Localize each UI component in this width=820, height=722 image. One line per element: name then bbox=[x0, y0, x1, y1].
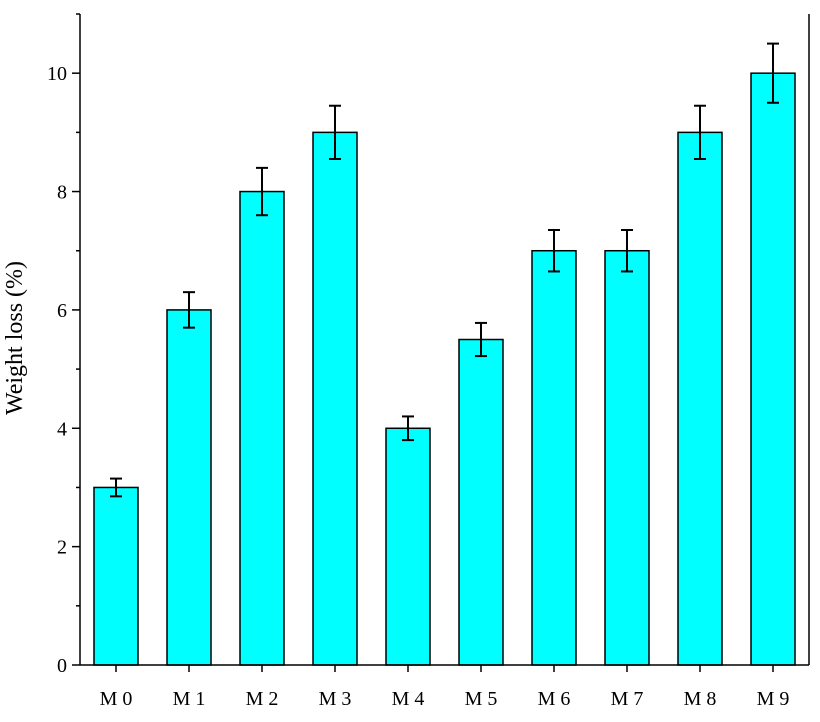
x-tick-label: M 2 bbox=[246, 688, 279, 710]
error-bar bbox=[475, 321, 487, 358]
y-tick-label: 0 bbox=[57, 655, 67, 677]
error-bar bbox=[767, 42, 779, 104]
bar-m3 bbox=[312, 131, 358, 666]
error-bar bbox=[329, 104, 341, 160]
x-tick-label: M 4 bbox=[392, 688, 425, 710]
bar-m4 bbox=[385, 427, 431, 666]
x-tick-label: M 7 bbox=[611, 688, 644, 710]
error-bars-layer bbox=[110, 42, 779, 498]
error-bar bbox=[183, 291, 195, 329]
y-tick-label: 8 bbox=[57, 182, 67, 204]
bar-m6 bbox=[531, 249, 577, 666]
y-tick-label: 10 bbox=[47, 63, 67, 85]
x-tick-label: M 3 bbox=[319, 688, 352, 710]
error-bar bbox=[110, 477, 122, 498]
bar-m1 bbox=[166, 309, 212, 666]
error-bar bbox=[548, 229, 560, 273]
error-bar bbox=[621, 229, 633, 273]
bar-m9 bbox=[750, 72, 796, 666]
error-bar bbox=[694, 104, 706, 160]
bars-layer bbox=[93, 72, 796, 666]
x-tick-label: M 6 bbox=[538, 688, 571, 710]
bar-m2 bbox=[239, 190, 285, 666]
y-tick-label: 2 bbox=[57, 537, 67, 559]
x-tick-label: M 5 bbox=[465, 688, 498, 710]
x-tick-label: M 1 bbox=[173, 688, 206, 710]
bar-m8 bbox=[677, 131, 723, 666]
x-tick-label: M 0 bbox=[100, 688, 133, 710]
y-axis-title: Weight loss (%) bbox=[2, 261, 28, 415]
bar-m0 bbox=[93, 486, 139, 666]
axes-layer: M 0 M 1 M 2 M 3 M 4 M 5 M 6 M 7 M 8 M 9 0 2 4 6 8 10 bbox=[47, 13, 810, 710]
y-tick-label: 4 bbox=[57, 418, 67, 440]
error-bar bbox=[256, 166, 268, 217]
bar-m7 bbox=[604, 249, 650, 666]
x-tick-label: M 9 bbox=[757, 688, 790, 710]
bar-m5 bbox=[458, 338, 504, 666]
y-tick-label: 6 bbox=[57, 300, 67, 322]
x-tick-label: M 8 bbox=[684, 688, 717, 710]
error-bar bbox=[402, 415, 414, 442]
